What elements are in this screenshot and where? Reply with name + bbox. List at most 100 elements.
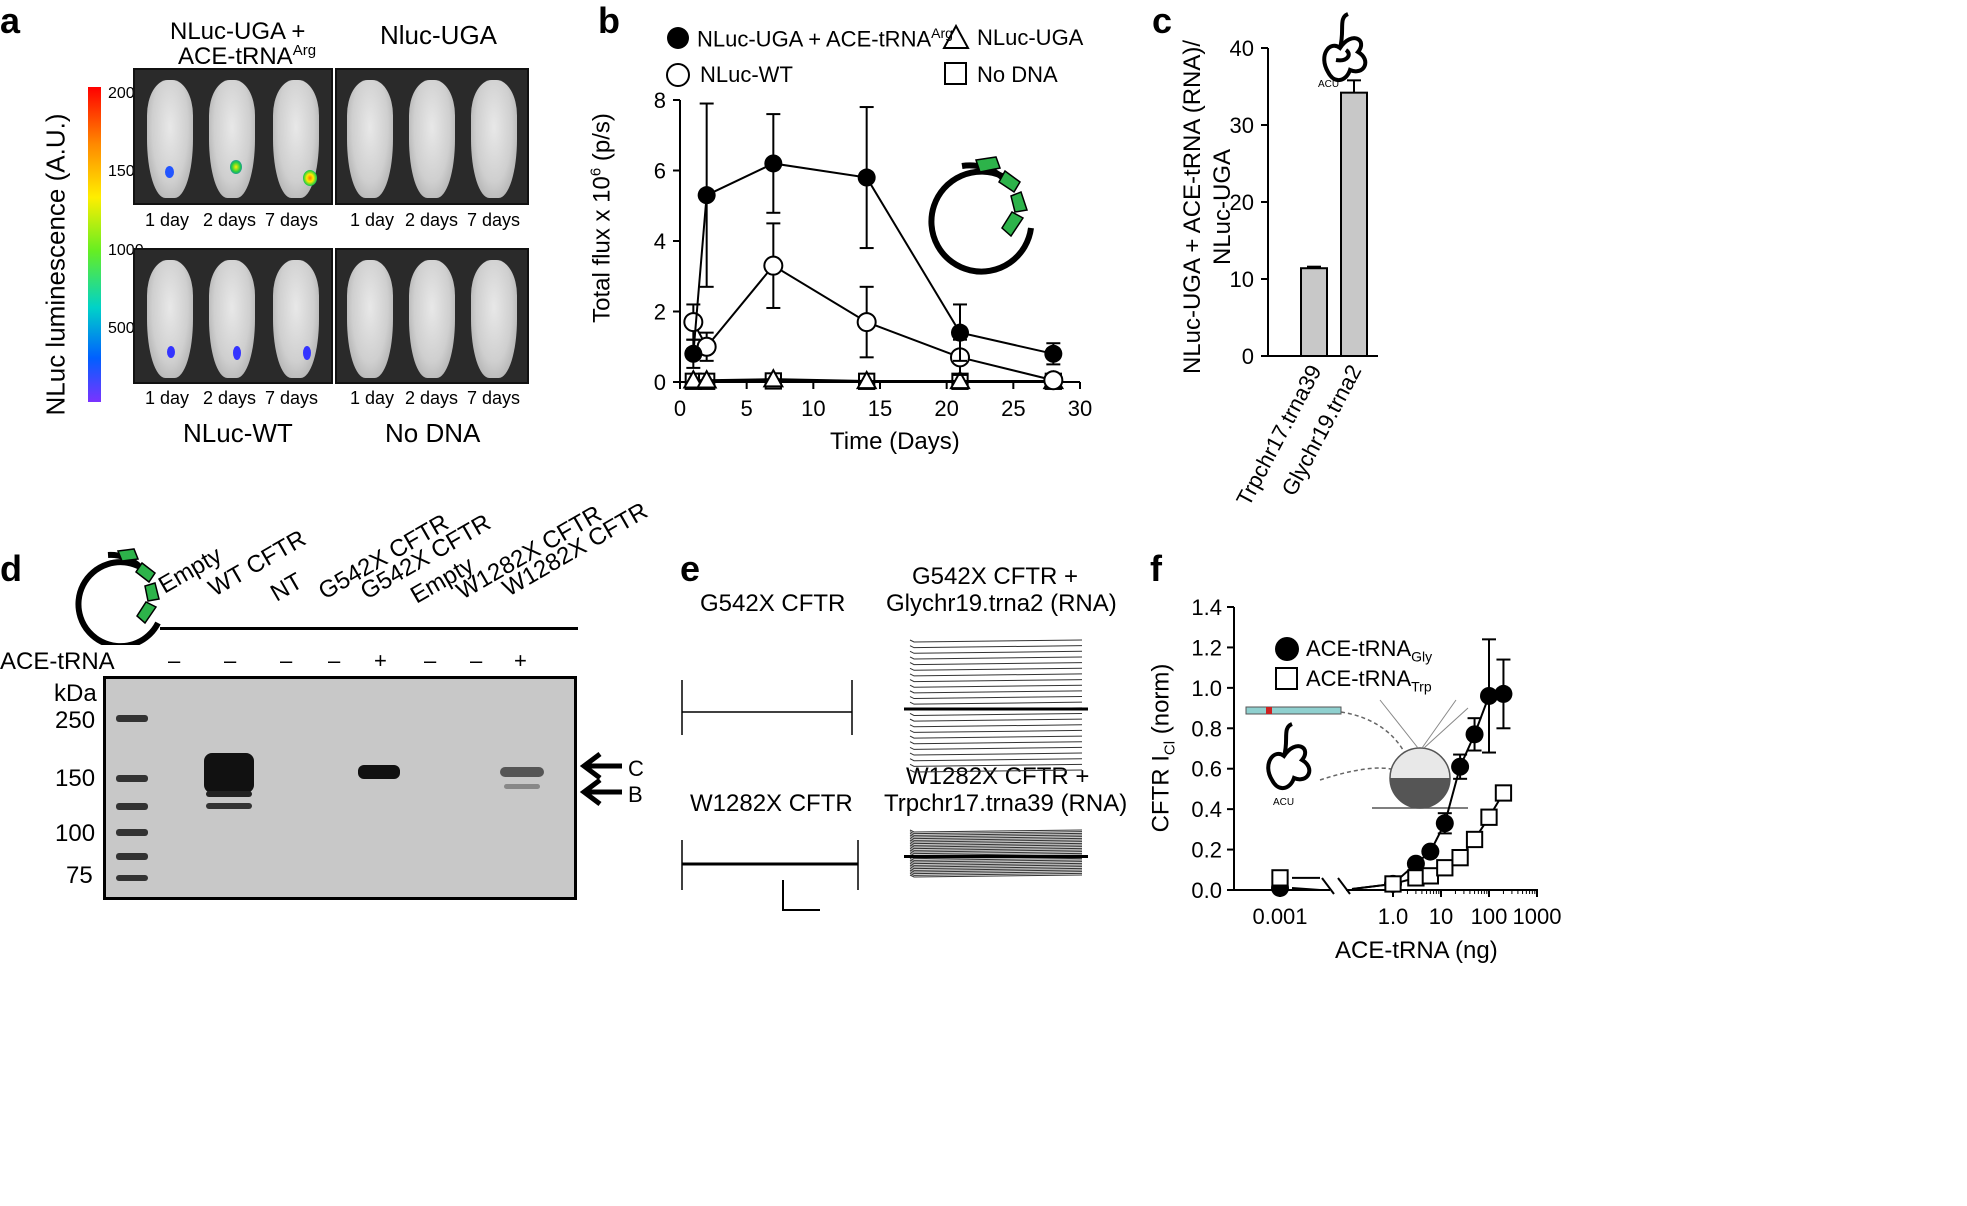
series-filled-circle (684, 102, 1063, 369)
y-tick-label-f: 0.8 (1191, 716, 1222, 741)
trace-family-w1282x-rescue (904, 829, 1088, 878)
colorbar-tick-500: 500 (108, 320, 135, 337)
group-uga-ace-title-1: NLuc-UGA + (170, 18, 306, 45)
ace-sign: + (514, 648, 527, 673)
group-uga-ace-title-2: ACE-tRNAArg (178, 42, 317, 70)
legend-marker-square (944, 62, 967, 85)
time-label: 1 day (350, 210, 395, 230)
data-point (1421, 842, 1440, 861)
current-sweep (909, 861, 1083, 865)
data-point (683, 312, 704, 333)
data-point (1465, 725, 1484, 744)
image-uga-ace (133, 68, 333, 205)
ace-sign: – (424, 648, 437, 673)
y-tick-label-b: 2 (654, 300, 666, 325)
current-sweep (909, 832, 1083, 836)
lane-underline (160, 627, 578, 630)
data-point (763, 255, 784, 276)
y-tick-label-c: 40 (1230, 36, 1254, 61)
data-point (949, 369, 971, 390)
current-sweep (909, 841, 1083, 845)
y-tick-label-f: 1.0 (1191, 676, 1222, 701)
current-sweep (909, 701, 1083, 705)
chart-f-xlabel: ACE-tRNA (ng) (1335, 937, 1498, 964)
time-label: 7 days (265, 210, 319, 230)
current-sweep (909, 656, 1083, 660)
data-point (1421, 867, 1440, 885)
fit-line-left (1291, 886, 1321, 891)
data-point (1494, 784, 1513, 802)
panel-c-letter: c (1152, 0, 1173, 41)
ace-sign: – (328, 648, 341, 673)
current-sweep (909, 690, 1083, 694)
marker-label: 75 (66, 862, 93, 889)
current-sweep (909, 758, 1083, 762)
current-sweep (909, 846, 1083, 850)
data-point (695, 369, 718, 389)
data-point (1480, 686, 1498, 705)
current-sweep (909, 866, 1083, 870)
data-point (1451, 849, 1469, 867)
x-tick-label-f: 10 (1429, 904, 1453, 929)
time-label: 7 days (265, 388, 319, 408)
group-nodna-label: No DNA (385, 418, 481, 448)
current-sweep (909, 763, 1083, 767)
current-sweep (909, 662, 1083, 666)
data-point (1271, 869, 1289, 887)
current-sweep (909, 696, 1083, 700)
current-sweep (909, 851, 1083, 855)
panel-b-letter: b (598, 0, 620, 41)
trna-icon (1322, 12, 1368, 82)
data-point (1384, 875, 1402, 893)
marker-label: 150 (55, 765, 96, 792)
ace-trna-row-label: ACE-tRNA (0, 648, 115, 675)
current-sweep (909, 874, 1083, 878)
legend-marker-triangle (942, 23, 970, 49)
x-tick-label-b: 25 (1001, 396, 1025, 421)
time-label: 1 day (145, 388, 190, 408)
data-point (1494, 684, 1513, 703)
current-sweep (909, 842, 1083, 846)
current-sweep (909, 849, 1083, 853)
trace-family-g542x-rescue (904, 639, 1088, 773)
current-sweep (909, 741, 1083, 745)
data-point (697, 186, 716, 205)
legend-trp-label: ACE-tRNATrp (1306, 666, 1432, 695)
current-sweep (909, 769, 1083, 773)
legend-square-label: No DNA (977, 62, 1058, 87)
trna-icon-label: ACU (1318, 79, 1340, 90)
legend-filled-label: NLuc-UGA + ACE-tRNAArg (697, 25, 953, 52)
data-point (1435, 814, 1454, 833)
series-line (692, 162, 1054, 355)
y-tick-label-f: 0.0 (1191, 878, 1222, 903)
y-tick-label-c: 30 (1230, 113, 1254, 138)
x-tick-label-b: 10 (801, 396, 825, 421)
legend-open-circle-label: NLuc-WT (700, 62, 793, 87)
current-sweep (909, 847, 1083, 851)
current-sweep (909, 864, 1083, 868)
band-c-label: C (628, 756, 644, 781)
time-label: 7 days (467, 210, 521, 230)
schematic-icon-label: ACU (1273, 797, 1295, 808)
data-point (857, 168, 876, 187)
data-point (1407, 869, 1425, 887)
trace-g542x (681, 680, 853, 735)
x-tick-label-b: 5 (741, 396, 753, 421)
data-point (682, 369, 705, 389)
y-tick-label-c: 20 (1230, 190, 1254, 215)
data-point (1480, 808, 1498, 826)
y-tick-label-f: 0.4 (1191, 797, 1222, 822)
current-sweep (909, 718, 1083, 722)
current-sweep (909, 862, 1083, 866)
ace-sign: – (224, 648, 237, 673)
trace-label-g542x: G542X CFTR (700, 590, 846, 617)
current-sweep (909, 837, 1083, 841)
legend-marker-gly (1275, 637, 1299, 661)
bar (1300, 267, 1328, 357)
time-label: 2 days (405, 210, 459, 230)
axis-break (1321, 877, 1335, 895)
data-point (1043, 370, 1064, 391)
kda-label: kDa (54, 680, 97, 707)
time-label: 7 days (467, 388, 521, 408)
